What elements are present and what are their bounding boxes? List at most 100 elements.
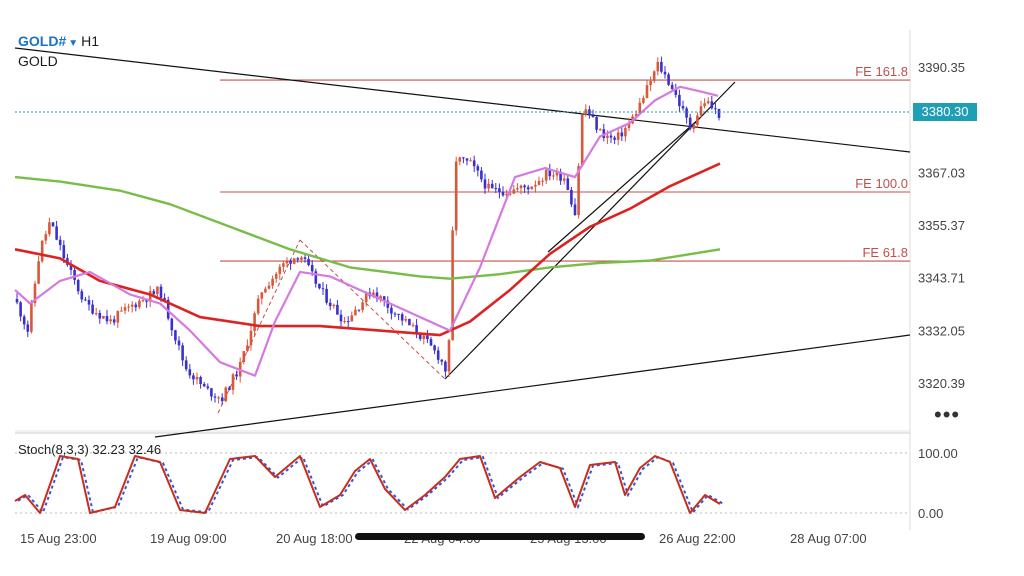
candle-body xyxy=(22,316,26,325)
candle-body xyxy=(116,311,120,323)
symbol-ticker[interactable]: GOLD# xyxy=(18,33,67,49)
candle-body xyxy=(436,350,440,360)
candle-body xyxy=(130,304,134,307)
timeframe-label[interactable]: H1 xyxy=(81,33,100,49)
candle-body xyxy=(350,315,354,322)
trendline-rising-channel-b xyxy=(547,117,701,253)
candle-body xyxy=(667,74,670,85)
candle-body xyxy=(462,157,465,159)
candle-body xyxy=(382,296,386,301)
candle-body xyxy=(451,230,454,341)
time-tick-label: 26 Aug 22:00 xyxy=(659,531,736,546)
candle-body xyxy=(181,345,184,361)
trendline-rising-channel-a xyxy=(444,81,736,380)
candle-body xyxy=(440,359,444,362)
moving-averages xyxy=(14,85,721,377)
trendlines xyxy=(14,47,911,438)
chevron-down-icon[interactable]: ▼ xyxy=(68,38,79,49)
candle-body xyxy=(224,387,228,402)
fib-level-label: FE 61.8 xyxy=(862,245,908,260)
candle-body xyxy=(33,283,37,304)
candle-body xyxy=(429,339,433,346)
candle-body xyxy=(710,101,714,109)
candle-body xyxy=(109,319,112,322)
candle-body xyxy=(289,260,292,264)
candle-body xyxy=(609,135,613,138)
candle-body xyxy=(422,335,426,340)
candle-body xyxy=(595,117,598,130)
candle-body xyxy=(663,71,667,75)
candle-body xyxy=(321,288,325,290)
candle-body xyxy=(274,273,278,279)
candle-body xyxy=(472,160,476,167)
candle-body xyxy=(699,106,703,116)
candle-body xyxy=(37,261,40,284)
dashed-wave-line-b xyxy=(299,239,446,380)
candle-body xyxy=(555,171,559,176)
candle-body xyxy=(512,189,516,194)
candle-body xyxy=(44,234,48,241)
candle-body xyxy=(469,160,472,162)
candle-body xyxy=(620,132,624,137)
candle-body xyxy=(685,108,688,118)
candle-body xyxy=(55,226,58,240)
symbol-header[interactable]: GOLD# ▼ H1 xyxy=(18,33,99,49)
home-indicator[interactable] xyxy=(355,533,645,540)
candle-body xyxy=(48,222,51,235)
candle-body xyxy=(73,269,76,281)
candle-body xyxy=(544,169,548,181)
candle-body xyxy=(598,129,602,131)
stoch-level-label: 0.00 xyxy=(918,506,943,521)
fib-level-label: FE 100.0 xyxy=(855,176,908,191)
candle-body xyxy=(328,302,332,307)
candle-body xyxy=(105,316,109,322)
candle-body xyxy=(483,179,487,189)
candle-body xyxy=(688,117,692,129)
candle-body xyxy=(670,84,674,90)
candle-body xyxy=(584,109,588,115)
candle-body xyxy=(40,240,44,262)
candle-body xyxy=(634,113,638,117)
candle-body xyxy=(51,222,55,227)
time-tick-label: 15 Aug 23:00 xyxy=(20,531,97,546)
candle-body xyxy=(465,158,469,161)
candle-body xyxy=(656,61,660,72)
candle-body xyxy=(400,314,404,321)
candle-body xyxy=(638,102,642,114)
candle-body xyxy=(271,278,274,286)
candle-body xyxy=(325,288,328,303)
candle-body xyxy=(310,265,314,272)
candle-body xyxy=(303,257,307,259)
price-axis: 3390.35 3367.03 3355.37 3343.71 3332.05 3320.… xyxy=(918,60,965,521)
candle-body xyxy=(15,298,19,303)
candle-body xyxy=(210,388,213,397)
price-tick-label: 3332.05 xyxy=(918,323,965,338)
candle-body xyxy=(372,292,375,297)
candle-body xyxy=(69,264,73,270)
candle-body xyxy=(228,387,231,390)
candle-body xyxy=(84,299,87,301)
candle-body xyxy=(256,298,260,314)
more-dots-icon[interactable]: ••• xyxy=(934,402,961,427)
candle-body xyxy=(346,321,350,323)
trendline-upper-resistance xyxy=(14,47,911,153)
candle-body xyxy=(336,304,339,315)
candle-body xyxy=(696,115,699,125)
candle-body xyxy=(393,313,397,315)
stoch-main-line xyxy=(14,455,721,514)
stoch-level-label: 100.00 xyxy=(918,446,958,461)
candle-body xyxy=(627,123,631,129)
candle-body xyxy=(300,257,303,260)
candle-body xyxy=(573,204,577,216)
candle-body xyxy=(91,304,94,314)
candle-body xyxy=(390,307,393,314)
candle-body xyxy=(681,106,685,109)
candle-body xyxy=(249,330,253,346)
candle-body xyxy=(411,325,415,327)
candle-body xyxy=(444,361,447,372)
candle-body xyxy=(674,89,678,95)
candle-body xyxy=(87,299,91,305)
gridlines xyxy=(15,30,911,530)
candle-body xyxy=(714,108,717,110)
